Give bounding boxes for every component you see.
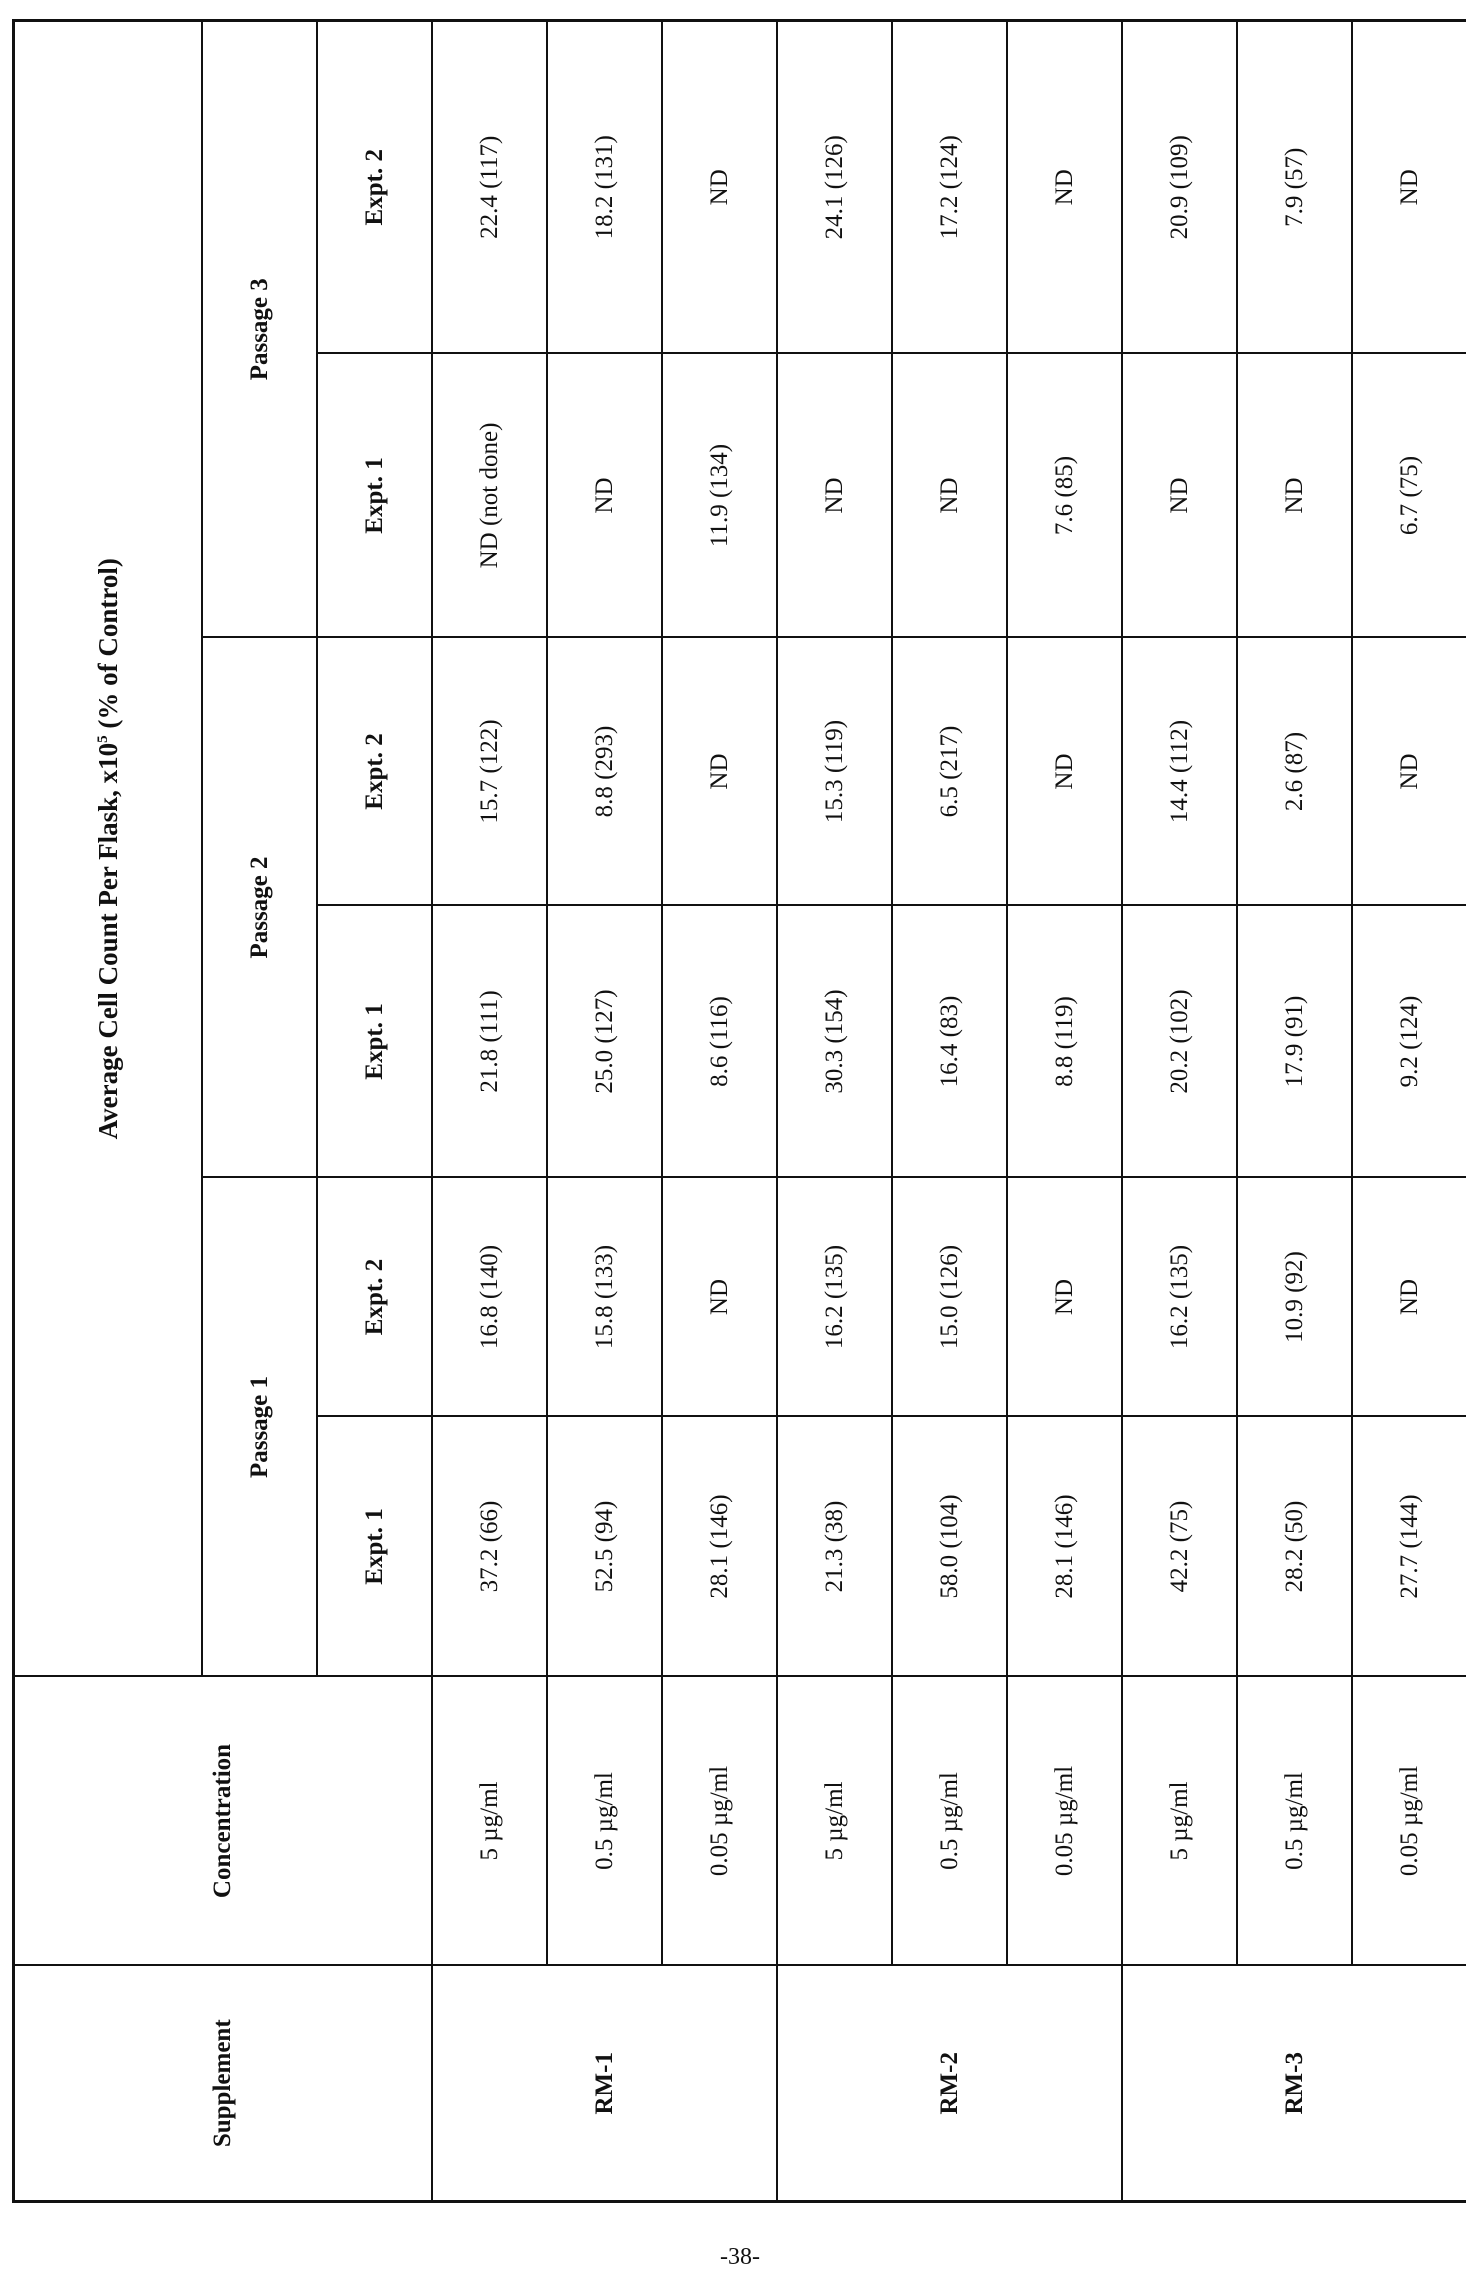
value-cell: 8.6 (116) bbox=[662, 906, 777, 1178]
value-cell: ND bbox=[1007, 21, 1122, 354]
value-cell: 6.5 (217) bbox=[892, 638, 1007, 906]
value-cell: 8.8 (293) bbox=[547, 638, 662, 906]
table-row: 0.5 µg/ml52.5 (94)15.8 (133)25.0 (127)8.… bbox=[547, 21, 662, 2202]
concentration-cell: 0.05 µg/ml bbox=[662, 1677, 777, 1966]
title-suffix: (% of Control) bbox=[93, 558, 123, 735]
header-passage-3: Passage 3 bbox=[202, 21, 317, 638]
rotated-table-container: Supplement Concentration Average Cell Co… bbox=[12, 22, 1450, 2203]
value-cell: 16.4 (83) bbox=[892, 906, 1007, 1178]
concentration-cell: 0.05 µg/ml bbox=[1007, 1677, 1122, 1966]
concentration-cell: 0.05 µg/ml bbox=[1352, 1677, 1466, 1966]
header-p1-expt-1: Expt. 1 bbox=[317, 1417, 432, 1677]
table-row: 0.5 µg/ml58.0 (104)15.0 (126)16.4 (83)6.… bbox=[892, 21, 1007, 2202]
value-cell: 16.8 (140) bbox=[432, 1178, 547, 1417]
value-cell: 24.1 (126) bbox=[777, 21, 892, 354]
header-concentration: Concentration bbox=[14, 1677, 433, 1966]
concentration-cell: 5 µg/ml bbox=[1122, 1677, 1237, 1966]
value-cell: 7.6 (85) bbox=[1007, 354, 1122, 638]
value-cell: 2.6 (87) bbox=[1237, 638, 1352, 906]
value-cell: 37.2 (66) bbox=[432, 1417, 547, 1677]
value-cell: 7.9 (57) bbox=[1237, 21, 1352, 354]
value-cell: 21.3 (38) bbox=[777, 1417, 892, 1677]
header-p3-expt-1: Expt. 1 bbox=[317, 354, 432, 638]
concentration-cell: 0.5 µg/ml bbox=[1237, 1677, 1352, 1966]
value-cell: ND bbox=[1352, 1178, 1466, 1417]
title-exponent: 5 bbox=[95, 735, 111, 743]
value-cell: 8.8 (119) bbox=[1007, 906, 1122, 1178]
value-cell: 28.1 (146) bbox=[662, 1417, 777, 1677]
header-supplement: Supplement bbox=[14, 1966, 433, 2202]
title-text: Average Cell Count Per Flask, x10 bbox=[93, 743, 123, 1139]
header-passage-1: Passage 1 bbox=[202, 1178, 317, 1677]
value-cell: 16.2 (135) bbox=[1122, 1178, 1237, 1417]
table-row: RM-15 µg/ml37.2 (66)16.8 (140)21.8 (111)… bbox=[432, 21, 547, 2202]
value-cell: 21.8 (111) bbox=[432, 906, 547, 1178]
value-cell: ND bbox=[1237, 354, 1352, 638]
header-passage-2: Passage 2 bbox=[202, 638, 317, 1178]
value-cell: 58.0 (104) bbox=[892, 1417, 1007, 1677]
header-p2-expt-1: Expt. 1 bbox=[317, 906, 432, 1178]
page-number: -38- bbox=[700, 2244, 780, 2271]
value-cell: 20.2 (102) bbox=[1122, 906, 1237, 1178]
value-cell: 15.0 (126) bbox=[892, 1178, 1007, 1417]
value-cell: ND bbox=[1007, 638, 1122, 906]
value-cell: 28.2 (50) bbox=[1237, 1417, 1352, 1677]
concentration-cell: 5 µg/ml bbox=[432, 1677, 547, 1966]
value-cell: 17.2 (124) bbox=[892, 21, 1007, 354]
value-cell: 20.9 (109) bbox=[1122, 21, 1237, 354]
supplement-cell: RM-2 bbox=[777, 1966, 1122, 2202]
value-cell: 14.4 (112) bbox=[1122, 638, 1237, 906]
value-cell: 52.5 (94) bbox=[547, 1417, 662, 1677]
table-row: 0.05 µg/ml28.1 (146)ND8.8 (119)ND7.6 (85… bbox=[1007, 21, 1122, 2202]
header-p1-expt-2: Expt. 2 bbox=[317, 1178, 432, 1417]
value-cell: 9.2 (124) bbox=[1352, 906, 1466, 1178]
value-cell: ND bbox=[547, 354, 662, 638]
cell-count-table: Supplement Concentration Average Cell Co… bbox=[12, 19, 1466, 2203]
table-row: RM-25 µg/ml21.3 (38)16.2 (135)30.3 (154)… bbox=[777, 21, 892, 2202]
value-cell: 15.7 (122) bbox=[432, 638, 547, 906]
value-cell: ND (not done) bbox=[432, 354, 547, 638]
value-cell: ND bbox=[662, 638, 777, 906]
table-title: Average Cell Count Per Flask, x105 (% of… bbox=[14, 21, 203, 1677]
value-cell: ND bbox=[892, 354, 1007, 638]
value-cell: 22.4 (117) bbox=[432, 21, 547, 354]
header-p2-expt-2: Expt. 2 bbox=[317, 638, 432, 906]
concentration-cell: 0.5 µg/ml bbox=[892, 1677, 1007, 1966]
value-cell: 11.9 (134) bbox=[662, 354, 777, 638]
table-row: 0.5 µg/ml28.2 (50)10.9 (92)17.9 (91)2.6 … bbox=[1237, 21, 1352, 2202]
value-cell: 30.3 (154) bbox=[777, 906, 892, 1178]
value-cell: 27.7 (144) bbox=[1352, 1417, 1466, 1677]
supplement-cell: RM-1 bbox=[432, 1966, 777, 2202]
value-cell: 15.8 (133) bbox=[547, 1178, 662, 1417]
header-p3-expt-2: Expt. 2 bbox=[317, 21, 432, 354]
value-cell: 25.0 (127) bbox=[547, 906, 662, 1178]
value-cell: ND bbox=[777, 354, 892, 638]
value-cell: ND bbox=[1007, 1178, 1122, 1417]
supplement-cell: RM-3 bbox=[1122, 1966, 1466, 2202]
table-body: RM-15 µg/ml37.2 (66)16.8 (140)21.8 (111)… bbox=[432, 21, 1466, 2202]
value-cell: ND bbox=[1352, 638, 1466, 906]
value-cell: ND bbox=[662, 21, 777, 354]
concentration-cell: 0.5 µg/ml bbox=[547, 1677, 662, 1966]
value-cell: 42.2 (75) bbox=[1122, 1417, 1237, 1677]
value-cell: 28.1 (146) bbox=[1007, 1417, 1122, 1677]
value-cell: 10.9 (92) bbox=[1237, 1178, 1352, 1417]
value-cell: 18.2 (131) bbox=[547, 21, 662, 354]
value-cell: ND bbox=[1122, 354, 1237, 638]
value-cell: 15.3 (119) bbox=[777, 638, 892, 906]
table-row: 0.05 µg/ml28.1 (146)ND8.6 (116)ND11.9 (1… bbox=[662, 21, 777, 2202]
table-row: RM-35 µg/ml42.2 (75)16.2 (135)20.2 (102)… bbox=[1122, 21, 1237, 2202]
concentration-cell: 5 µg/ml bbox=[777, 1677, 892, 1966]
value-cell: 6.7 (75) bbox=[1352, 354, 1466, 638]
value-cell: ND bbox=[1352, 21, 1466, 354]
table-row: 0.05 µg/ml27.7 (144)ND9.2 (124)ND6.7 (75… bbox=[1352, 21, 1466, 2202]
value-cell: 16.2 (135) bbox=[777, 1178, 892, 1417]
value-cell: ND bbox=[662, 1178, 777, 1417]
value-cell: 17.9 (91) bbox=[1237, 906, 1352, 1178]
